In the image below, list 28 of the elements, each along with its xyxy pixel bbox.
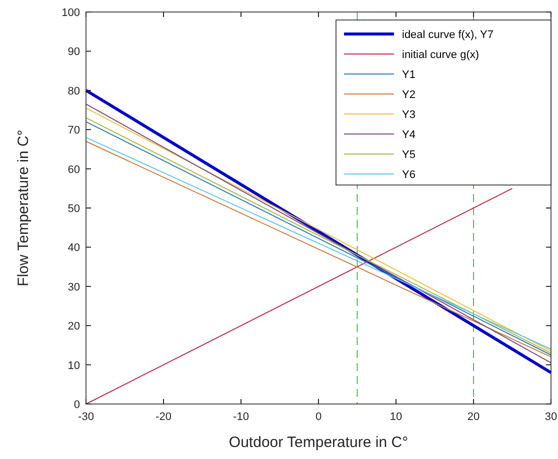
y-axis-title: Flow Temperature in C° (15, 130, 32, 286)
legend-label: ideal curve f(x), Y7 (402, 29, 494, 41)
legend-label: Y5 (402, 149, 416, 161)
legend-label: initial curve g(x) (402, 49, 480, 61)
x-tick-label: 30 (544, 411, 558, 423)
y-tick-label: 70 (68, 124, 80, 137)
legend-label: Y6 (402, 169, 416, 181)
y-tick-label: 90 (68, 46, 80, 58)
x-tick-label: 10 (390, 411, 402, 423)
x-tick-label: -30 (78, 411, 94, 423)
y-tick-label: 20 (68, 320, 80, 333)
y-tick-label: 80 (68, 85, 80, 98)
x-tick-label: -10 (233, 411, 249, 423)
x-tick-label: 20 (467, 411, 480, 423)
y-tick-label: 100 (62, 7, 80, 19)
legend-label: Y4 (402, 129, 416, 141)
y-tick-label: 40 (68, 242, 80, 254)
x-axis-title: Outdoor Temperature in C° (228, 434, 408, 451)
legend-label: Y2 (402, 89, 416, 101)
y-tick-label: 60 (68, 164, 80, 176)
x-tick-label: -20 (156, 411, 172, 423)
y-tick-label: 30 (68, 281, 80, 294)
legend-label: Y1 (402, 69, 416, 81)
legend-label: Y3 (402, 109, 416, 121)
y-tick-label: 10 (68, 360, 80, 372)
y-tick-label: 0 (74, 399, 80, 411)
x-tick-label: 0 (315, 411, 322, 423)
y-tick-label: 50 (68, 203, 80, 215)
